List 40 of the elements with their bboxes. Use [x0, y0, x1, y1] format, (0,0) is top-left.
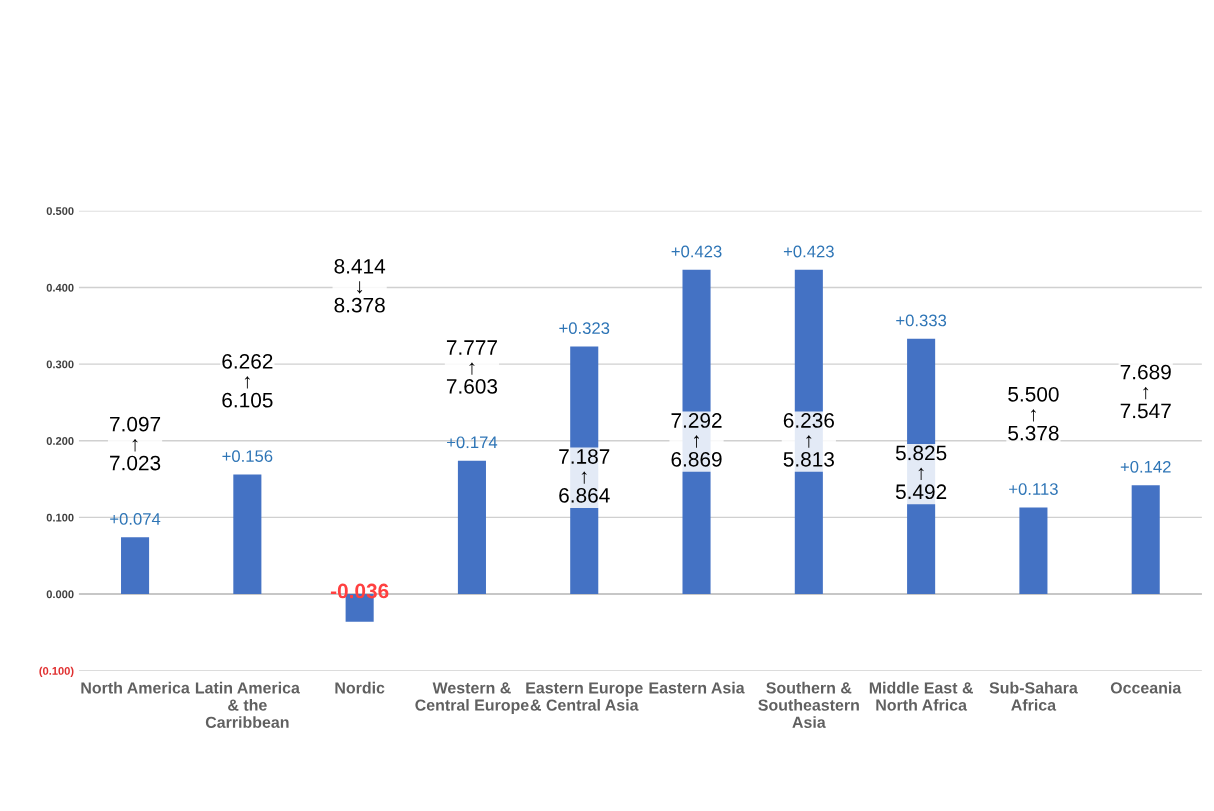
annotation: 6.262 ↑ 6.105 [222, 353, 273, 408]
x-tick-label: Southern & Southeastern Asia [758, 681, 859, 728]
annotation: 6.236 ↑ 5.813 [783, 413, 834, 467]
data-label: +0.074 [110, 513, 161, 525]
bar [1131, 485, 1160, 595]
x-tick-label: North America [81, 681, 190, 694]
data-label: +0.423 [783, 245, 834, 258]
data-label: +0.333 [896, 314, 947, 327]
annotation: 7.292 ↑ 6.869 [671, 413, 722, 467]
bar [457, 460, 486, 595]
annotation: 7.097 ↑ 7.023 [110, 416, 161, 471]
y-tick-label: 0.100 [46, 513, 74, 522]
x-tick-label: Nordic [335, 681, 385, 694]
annotation: 5.825 ↑ 5.492 [895, 445, 947, 500]
y-tick-label: 0.200 [46, 437, 74, 445]
x-tick-label: Latin America & the Carribbean [195, 681, 300, 728]
data-label: +0.323 [559, 322, 610, 335]
data-label: +0.174 [447, 436, 498, 449]
x-tick-label: Sub-Sahara Africa [989, 681, 1078, 711]
x-tick-label: Middle East & North Africa [869, 681, 973, 711]
y-tick-label: 0.400 [46, 283, 74, 292]
data-label: +0.156 [222, 450, 273, 463]
bar [233, 474, 262, 595]
x-tick-label: Occeania [1110, 681, 1182, 694]
data-label: +0.423 [671, 245, 722, 258]
x-tick-label: Eastern Asia [649, 681, 745, 694]
bar [1019, 507, 1048, 595]
data-label: +0.113 [1009, 483, 1058, 495]
annotation: 7.777 ↑ 7.603 [446, 340, 498, 394]
y-tick-label: 0.500 [46, 207, 74, 215]
annotation: 7.187 ↑ 6.864 [559, 449, 610, 503]
y-tick-label: 0.000 [46, 590, 74, 599]
data-label: -0.036 [330, 583, 389, 599]
y-tick-label: 0.300 [46, 360, 74, 369]
y-tick-label: (0.100) [39, 666, 74, 678]
annotation: 7.689 ↑ 7.547 [1120, 364, 1171, 419]
annotation: 8.414 ↓ 8.378 [334, 258, 386, 313]
data-label: +0.142 [1120, 460, 1171, 473]
annotation: 5.500 ↑ 5.378 [1008, 386, 1059, 441]
bar [121, 537, 150, 595]
